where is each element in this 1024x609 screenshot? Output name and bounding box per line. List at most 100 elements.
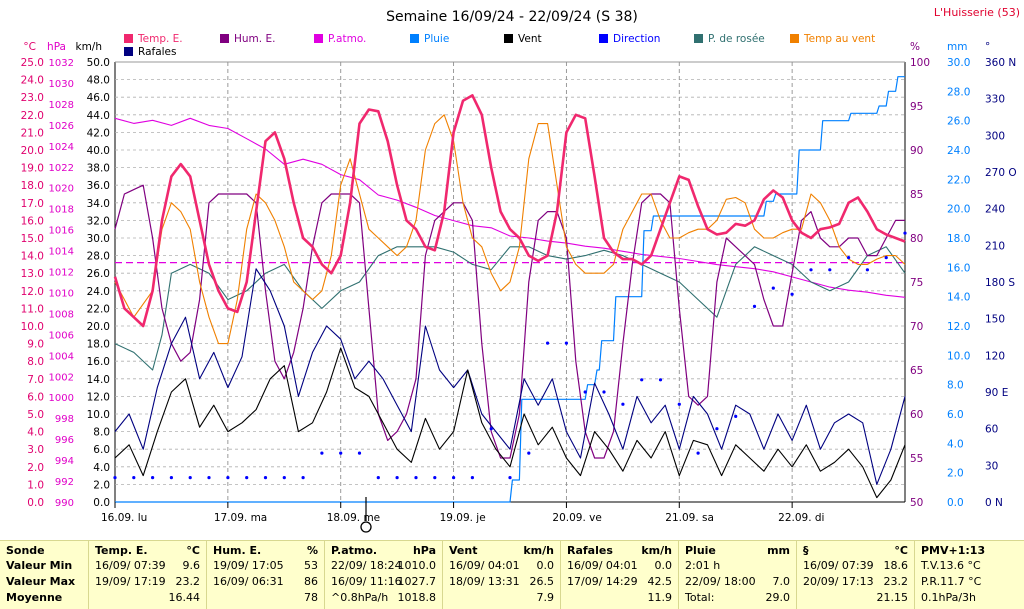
summary-hum-min-date: 19/09/ 17:05 — [213, 559, 284, 572]
summary-pluie-total-value: 29.0 — [765, 591, 791, 604]
summary-row-min: Valeur Min — [6, 559, 73, 572]
summary-temp-avg-value: 16.44 — [168, 591, 201, 604]
axis-tick-kmh: 16.0 — [87, 356, 110, 368]
summary-vent-avg-value: 7.9 — [536, 591, 555, 604]
axis-tick-kmh: 2.0 — [93, 479, 110, 491]
axis-tick-mm: 30.0 — [947, 57, 970, 69]
x-tick-label: 21.09. sa — [665, 512, 714, 524]
axis-tick-kmh: 36.0 — [87, 180, 110, 192]
direction-point — [677, 402, 681, 406]
direction-point — [771, 286, 775, 290]
direction-point — [527, 451, 531, 455]
axis-tick-temp: 12.0 — [21, 286, 44, 298]
summary-temp-max-date: 19/09/ 17:19 — [95, 575, 166, 588]
direction-point — [188, 476, 192, 480]
summary-sect-max-value: 23.2 — [883, 575, 909, 588]
axis-tick-hpa: 1016 — [49, 226, 74, 237]
direction-point — [433, 476, 437, 480]
axis-tick-hpa: 1018 — [49, 205, 74, 216]
axis-tick-temp: 4.0 — [27, 427, 44, 439]
axis-tick-temp: 10.0 — [21, 321, 44, 333]
axis-tick-deg: 270 O — [985, 167, 1017, 179]
summary-rafales-unit: km/h — [641, 544, 672, 557]
direction-point — [752, 304, 757, 308]
summary-pluie-unit: mm — [767, 544, 790, 557]
axis-tick-hpa: 1002 — [49, 372, 74, 383]
x-tick-label: 20.09. ve — [552, 512, 601, 524]
summary-vent-max-value: 26.5 — [529, 575, 555, 588]
direction-point — [151, 476, 155, 480]
legend-label: Temp. E. — [137, 33, 183, 45]
axis-tick-pct: 60 — [910, 409, 923, 421]
summary-sect-min-value: 18.6 — [883, 559, 909, 572]
summary-row-max: Valeur Max — [6, 575, 76, 588]
legend-swatch — [124, 47, 133, 56]
axis-tick-temp: 25.0 — [21, 57, 44, 69]
axis-tick-mm: 28.0 — [947, 86, 970, 98]
summary-temp-min-date: 16/09/ 07:39 — [95, 559, 166, 572]
legend-label: P. de rosée — [708, 33, 765, 45]
axis-tick-deg: 330 — [985, 94, 1005, 106]
direction-point — [395, 476, 399, 480]
summary-row-avg: Moyenne — [6, 591, 63, 604]
series-layer — [113, 76, 907, 503]
axis-tick-hpa: 992 — [55, 477, 74, 488]
summary-patmo-header: P.atmo. — [331, 544, 378, 557]
legend-swatch — [314, 34, 323, 43]
summary-col-sonde: Sonde Valeur Min Valeur Max Moyenne — [0, 541, 88, 609]
direction-point — [903, 231, 907, 235]
legend-label: Vent — [518, 33, 542, 45]
direction-point — [640, 378, 644, 382]
axis-tick-deg: 180 S — [985, 277, 1015, 289]
axis-tick-kmh: 30.0 — [87, 233, 110, 245]
summary-temp-min-value: 9.6 — [182, 559, 201, 572]
x-tick-label: 18.09. me — [327, 512, 380, 524]
axis-tick-temp: 22.0 — [21, 110, 44, 122]
axis-tick-temp: 21.0 — [21, 127, 44, 139]
axis-tick-mm: 26.0 — [947, 116, 970, 128]
direction-point — [564, 341, 569, 345]
summary-pmv-header: PMV+1:13 — [921, 544, 986, 557]
summary-col-sect: § °C 16/09/ 07:39 18.6 20/09/ 17:13 23.2 21… — [796, 541, 914, 609]
direction-point — [132, 476, 136, 480]
direction-point — [696, 451, 700, 455]
axis-tick-deg: 0 N — [985, 497, 1003, 509]
axis-tick-temp: 3.0 — [27, 444, 44, 456]
summary-rafales-min-value: 0.0 — [654, 559, 673, 572]
x-axis-labels: 16.09. lu 17.09. ma 18.09. me 19.09. je 20.0… — [101, 497, 824, 524]
legend-label: P.atmo. — [328, 33, 366, 45]
direction-point — [658, 378, 663, 382]
direction-point — [847, 256, 851, 260]
axis-tick-kmh: 4.0 — [93, 462, 110, 474]
x-tick-label: 22.09. di — [778, 512, 824, 524]
direction-point — [339, 451, 343, 455]
axis-tick-temp: 7.0 — [27, 374, 44, 386]
summary-rafales-header: Rafales — [567, 544, 613, 557]
axis-tick-mm: 6.0 — [947, 409, 964, 421]
axis-unit-kmh: km/h — [75, 41, 102, 53]
direction-point — [414, 476, 418, 480]
axis-tick-temp: 16.0 — [21, 215, 44, 227]
axis-tick-mm: 0.0 — [947, 497, 964, 509]
direction-point — [790, 292, 794, 296]
axis-tick-kmh: 38.0 — [87, 163, 110, 175]
summary-col-pluie: Pluie mm 2:01 h 22/09/ 18:00 7.0 Total: 29.… — [678, 541, 796, 609]
summary-vent-min-value: 0.0 — [536, 559, 555, 572]
axis-unit-mm: mm — [947, 41, 967, 53]
summary-panel: Sonde Valeur Min Valeur Max Moyenne Temp… — [0, 540, 1024, 609]
summary-col-rafales: Rafales km/h 16/09/ 04:01 0.0 17/09/ 14:29… — [560, 541, 678, 609]
direction-point — [376, 476, 380, 480]
axis-tick-pct: 100 — [910, 57, 930, 69]
axis-tick-hpa: 1000 — [49, 393, 74, 404]
series-line-temp-e — [113, 94, 906, 328]
direction-point — [715, 427, 719, 431]
axis-tick-mm: 12.0 — [947, 321, 970, 333]
axis-tick-hpa: 1004 — [49, 351, 74, 362]
legend-swatch — [599, 34, 608, 43]
axis-tick-hpa: 1008 — [49, 309, 74, 320]
x-tick-label: 16.09. lu — [101, 512, 147, 524]
axis-tick-hpa: 1028 — [49, 100, 74, 111]
axis-tick-temp: 20.0 — [21, 145, 44, 157]
axis-tick-mm: 4.0 — [947, 438, 964, 450]
axis-tick-temp: 0.0 — [27, 497, 44, 509]
